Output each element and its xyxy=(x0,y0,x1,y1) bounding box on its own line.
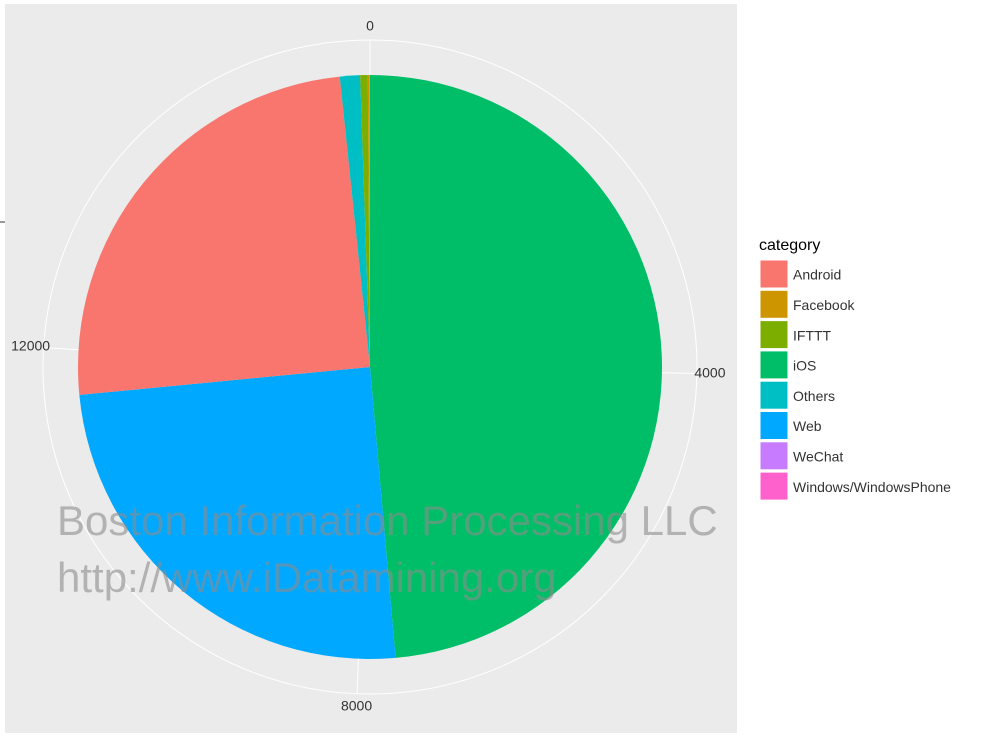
slice xyxy=(79,367,396,659)
legend-key xyxy=(759,411,789,440)
slice xyxy=(78,76,370,395)
legend-label: WeChat xyxy=(793,449,843,465)
theta-tick-label: 8000 xyxy=(341,697,372,713)
legend-label: Web xyxy=(793,418,822,434)
slice xyxy=(360,75,370,367)
watermark: Boston Information Processing LLC xyxy=(57,497,718,544)
legend-label: iOS xyxy=(793,358,816,374)
pie xyxy=(78,75,663,659)
theta-ticks: 0 4000 8000 12000 xyxy=(11,18,726,714)
legend-key xyxy=(759,441,789,471)
slice xyxy=(367,75,370,367)
theta-tick-label: 12000 xyxy=(11,338,50,354)
legend-key xyxy=(759,289,789,319)
legend-label: Facebook xyxy=(793,297,855,313)
legend-label: Others xyxy=(793,388,835,404)
legend-title: category xyxy=(759,237,820,254)
legend-key xyxy=(759,259,789,289)
theta-tick-label: 0 xyxy=(366,18,374,34)
legend: category Android Facebook IFTTT iOS Others We… xyxy=(759,237,951,501)
legend-label: IFTTT xyxy=(793,327,832,343)
legend-key xyxy=(759,380,789,410)
legend-key xyxy=(759,471,789,501)
theta-tick-label: 4000 xyxy=(694,364,725,380)
watermark: http://www.iDatamining.org xyxy=(57,554,557,601)
legend-key xyxy=(759,320,789,350)
slice xyxy=(339,75,370,367)
slice xyxy=(370,75,663,658)
legend-label: Windows/WindowsPhone xyxy=(793,479,951,495)
legend-label: Android xyxy=(793,267,841,283)
legend-key xyxy=(759,350,789,380)
